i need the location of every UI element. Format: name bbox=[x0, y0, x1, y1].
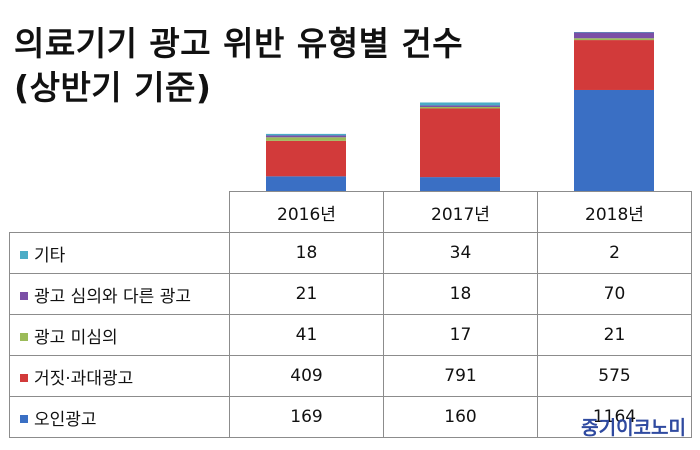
legend-entry: 거짓·과대광고 bbox=[9, 355, 230, 397]
bar-segment bbox=[420, 108, 500, 178]
data-label: 1164 bbox=[537, 396, 692, 438]
bar-segment bbox=[266, 135, 346, 138]
data-label: 70 bbox=[537, 273, 692, 315]
bar-segment bbox=[266, 176, 346, 191]
data-label: 18 bbox=[229, 232, 384, 274]
bar-segment bbox=[266, 133, 346, 136]
data-label: 160 bbox=[383, 396, 538, 438]
legend-swatch bbox=[20, 332, 28, 341]
legend-label: 광고 미심의 bbox=[34, 327, 118, 348]
table-row: 광고 미심의 41 17 21 bbox=[9, 314, 692, 356]
column-header-2016: 2016년 bbox=[229, 191, 384, 233]
data-label: 17 bbox=[383, 314, 538, 356]
data-label: 2 bbox=[537, 232, 692, 274]
data-label: 21 bbox=[537, 314, 692, 356]
brand-logo-text: 중기이코노미 bbox=[581, 417, 686, 439]
chart-title-line1: 의료기기 광고 위반 유형별 건수 bbox=[14, 24, 464, 63]
bar-segment bbox=[266, 137, 346, 141]
bar-segment bbox=[420, 105, 500, 107]
legend-label: 광고 심의와 다른 광고 bbox=[34, 286, 191, 307]
legend-swatch bbox=[20, 250, 28, 259]
bar-segment bbox=[574, 38, 654, 41]
chart-title: 의료기기 광고 위반 유형별 건수 (상반기 기준) bbox=[14, 22, 463, 110]
table-row: 광고 심의와 다른 광고 21 18 70 bbox=[9, 273, 692, 315]
legend-entry: 오인광고 bbox=[9, 396, 230, 438]
legend-entry: 광고 미심의 bbox=[9, 314, 230, 356]
legend-swatch bbox=[20, 291, 28, 300]
data-label: 41 bbox=[229, 314, 384, 356]
bar-segment bbox=[574, 40, 654, 90]
data-label: 409 bbox=[229, 355, 384, 397]
column-header-2018: 2018년 bbox=[537, 191, 692, 233]
table-header-row: 2016년 2017년 2018년 bbox=[9, 191, 692, 233]
table-corner-cell bbox=[9, 191, 230, 233]
bar-segment bbox=[266, 140, 346, 177]
legend-label: 기타 bbox=[34, 245, 66, 266]
legend-label: 거짓·과대광고 bbox=[34, 368, 134, 389]
stacked-bar-plot bbox=[266, 32, 654, 191]
data-label: 18 bbox=[383, 273, 538, 315]
legend-swatch bbox=[20, 373, 28, 382]
table-row: 기타 18 34 2 bbox=[9, 232, 692, 274]
data-label: 169 bbox=[229, 396, 384, 438]
column-header-2017: 2017년 bbox=[383, 191, 538, 233]
chart-title-line2: (상반기 기준) bbox=[14, 68, 212, 107]
bar-segment bbox=[420, 177, 500, 191]
data-label: 575 bbox=[537, 355, 692, 397]
data-label: 791 bbox=[383, 355, 538, 397]
table-row: 거짓·과대광고 409 791 575 bbox=[9, 355, 692, 397]
legend-label: 오인광고 bbox=[34, 409, 97, 430]
data-table: 2016년 2017년 2018년 기타 18 34 2 광고 심의와 다른 광고 21 1… bbox=[9, 191, 692, 438]
bar-segment bbox=[420, 106, 500, 109]
data-label: 21 bbox=[229, 273, 384, 315]
table-row: 오인광고 169 160 1164 bbox=[9, 396, 692, 438]
bar-segment bbox=[574, 32, 654, 39]
legend-swatch bbox=[20, 414, 28, 423]
bar-segment bbox=[574, 89, 654, 191]
legend-entry: 기타 bbox=[9, 232, 230, 274]
bar-segment bbox=[574, 32, 654, 33]
data-label: 34 bbox=[383, 232, 538, 274]
legend-entry: 광고 심의와 다른 광고 bbox=[9, 273, 230, 315]
bar-segment bbox=[420, 102, 500, 106]
